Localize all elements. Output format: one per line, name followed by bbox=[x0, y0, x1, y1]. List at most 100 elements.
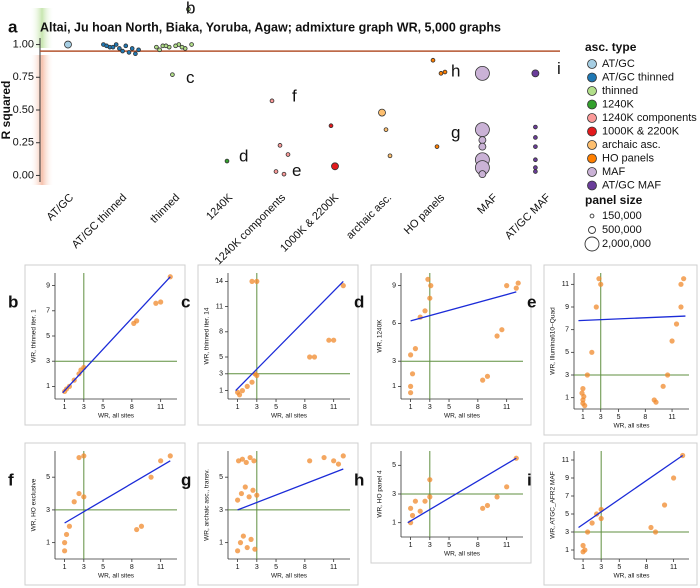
size-label: 2,000,000 bbox=[602, 238, 651, 250]
y-axis-label: WR, archaic asc., transv. bbox=[204, 469, 211, 541]
point bbox=[158, 458, 164, 464]
y-tick-label: 1 bbox=[392, 520, 396, 527]
point bbox=[64, 40, 72, 49]
point bbox=[148, 474, 154, 480]
point bbox=[408, 383, 414, 389]
point bbox=[513, 285, 519, 291]
x-tick-label: 8 bbox=[476, 404, 480, 411]
point bbox=[533, 169, 538, 174]
point bbox=[480, 505, 486, 511]
point bbox=[422, 308, 428, 314]
point bbox=[593, 304, 599, 310]
x-tick-label: 1 bbox=[236, 404, 240, 411]
x-tick-label: 3 bbox=[82, 564, 86, 571]
point bbox=[244, 383, 250, 389]
x-axis-label: WR, all sites bbox=[444, 413, 481, 420]
y-tick-label: 3 bbox=[565, 529, 569, 536]
point bbox=[134, 526, 140, 533]
y-tick-label: 5 bbox=[565, 511, 569, 518]
point bbox=[239, 456, 246, 462]
point bbox=[247, 454, 253, 461]
legend-swatch bbox=[587, 153, 597, 164]
point bbox=[153, 300, 159, 306]
point bbox=[236, 392, 243, 398]
annotation: g bbox=[451, 123, 460, 142]
y-tick-label: 3 bbox=[219, 371, 223, 378]
x-tick-label: 1 bbox=[63, 404, 67, 411]
legend-label: HO panels bbox=[602, 152, 654, 164]
point bbox=[133, 51, 138, 57]
point bbox=[76, 454, 82, 461]
point bbox=[285, 152, 291, 157]
x-tick-label: 11 bbox=[330, 404, 337, 411]
point bbox=[478, 142, 487, 151]
x-tick-label: 8 bbox=[476, 542, 480, 549]
x-axis-label: WR, all sites bbox=[98, 573, 135, 580]
point bbox=[237, 540, 244, 546]
y-tick-label: 3 bbox=[219, 507, 223, 514]
point bbox=[579, 390, 585, 396]
x-tick-label: 1240K bbox=[204, 191, 235, 222]
point bbox=[661, 502, 668, 508]
y-tick-label: 9 bbox=[46, 282, 50, 289]
x-tick-label: 8 bbox=[130, 404, 134, 411]
legend-label: 1000K & 2200K bbox=[602, 125, 680, 137]
x-tick-label: 3 bbox=[599, 564, 603, 571]
y-tick-label: 1 bbox=[219, 539, 223, 546]
point bbox=[340, 453, 346, 459]
point bbox=[673, 321, 680, 327]
panel-label: g bbox=[181, 470, 191, 489]
point bbox=[138, 523, 145, 529]
y-tick-label: 7 bbox=[46, 308, 50, 315]
y-tick-label: 1 bbox=[46, 383, 50, 390]
y-axis-label: R squared bbox=[0, 81, 13, 140]
legend-swatch bbox=[587, 113, 597, 123]
annotation: i bbox=[557, 59, 561, 78]
y-tick-label: 3 bbox=[565, 372, 569, 379]
legend-label: AT/GC bbox=[602, 58, 635, 70]
point bbox=[584, 372, 590, 378]
x-axis-label: WR, all sites bbox=[613, 573, 650, 580]
y-tick-label: 11 bbox=[216, 303, 223, 310]
point bbox=[163, 43, 169, 49]
point bbox=[378, 108, 386, 117]
panel-frame bbox=[197, 442, 359, 586]
y-tick-label: 1 bbox=[392, 383, 396, 390]
point bbox=[504, 283, 510, 289]
fit-line bbox=[64, 460, 171, 524]
x-tick-label: 1 bbox=[581, 414, 585, 421]
x-tick-label: 3 bbox=[255, 404, 259, 411]
point bbox=[81, 494, 87, 500]
point bbox=[533, 135, 538, 140]
point bbox=[76, 490, 82, 497]
y-axis-label: WR, ATGC_AFR2 MAF bbox=[550, 471, 557, 538]
fit-line bbox=[407, 457, 517, 524]
x-tick-label: 1 bbox=[236, 564, 240, 571]
x-tick-label: 1 bbox=[581, 564, 585, 571]
y-tick-label: 9 bbox=[565, 475, 569, 482]
x-tick-label: 11 bbox=[668, 414, 675, 421]
panel-label: i bbox=[527, 470, 532, 489]
panel-frame bbox=[370, 442, 532, 564]
size-label: 150,000 bbox=[602, 210, 642, 222]
x-tick-label: 5 bbox=[274, 564, 278, 571]
legend-swatch bbox=[587, 180, 597, 191]
point bbox=[242, 484, 248, 490]
point bbox=[428, 283, 434, 289]
x-tick-label: 1000K & 2200K bbox=[278, 191, 341, 254]
point bbox=[494, 333, 500, 339]
y-tick-label: 5 bbox=[46, 333, 50, 340]
point bbox=[281, 171, 287, 177]
point bbox=[531, 69, 540, 78]
point bbox=[582, 403, 588, 409]
y-tick-label: 0.75 bbox=[13, 71, 34, 83]
y-tick-label: 3 bbox=[46, 507, 50, 514]
y-axis-label: WR, thinned iter. 1 bbox=[31, 309, 38, 363]
point bbox=[167, 453, 173, 459]
x-tick-label: AT/GC thinned bbox=[70, 192, 129, 251]
annotation: b bbox=[186, 0, 195, 18]
x-tick-label: 5 bbox=[617, 414, 621, 421]
x-axis-label: WR, all sites bbox=[444, 551, 481, 558]
point bbox=[653, 399, 659, 405]
point bbox=[321, 454, 327, 461]
